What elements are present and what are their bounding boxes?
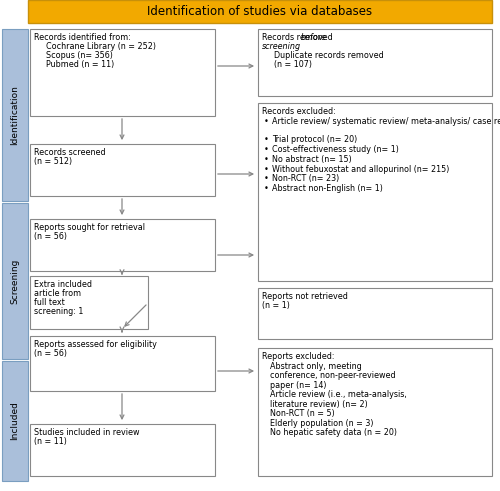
- Text: Records excluded:: Records excluded:: [262, 107, 336, 116]
- Text: Included: Included: [10, 402, 20, 440]
- Text: •: •: [264, 117, 269, 126]
- Text: paper (n= 14): paper (n= 14): [270, 381, 326, 390]
- Text: Studies included in review: Studies included in review: [34, 428, 140, 437]
- Text: before: before: [301, 33, 327, 42]
- Text: Extra included: Extra included: [34, 280, 92, 289]
- Text: Cochrane Library (n = 252): Cochrane Library (n = 252): [46, 42, 156, 51]
- Text: (n = 1): (n = 1): [262, 301, 290, 310]
- Text: Without febuxostat and allopurinol (n= 215): Without febuxostat and allopurinol (n= 2…: [272, 164, 450, 173]
- Text: Records identified from:: Records identified from:: [34, 33, 131, 42]
- Text: Article review (i.e., meta-analysis,: Article review (i.e., meta-analysis,: [270, 390, 407, 399]
- Text: Identification: Identification: [10, 85, 20, 145]
- Text: screening: screening: [262, 42, 301, 51]
- Text: Pubmed (n = 11): Pubmed (n = 11): [46, 60, 114, 69]
- Text: Trial protocol (n= 20): Trial protocol (n= 20): [272, 135, 357, 144]
- Bar: [258, 29, 492, 96]
- Text: full text: full text: [34, 298, 65, 307]
- Text: conference, non-peer-reviewed: conference, non-peer-reviewed: [270, 371, 396, 381]
- Bar: [258, 103, 492, 281]
- Bar: [2, 203, 28, 359]
- Text: Reports excluded:: Reports excluded:: [262, 352, 334, 361]
- Text: (n = 512): (n = 512): [34, 157, 72, 166]
- Text: •: •: [264, 184, 269, 193]
- Text: No hepatic safety data (n = 20): No hepatic safety data (n = 20): [270, 428, 397, 437]
- Text: Reports not retrieved: Reports not retrieved: [262, 292, 348, 301]
- Bar: [2, 29, 28, 201]
- Bar: [258, 348, 492, 476]
- Text: •: •: [264, 174, 269, 184]
- Bar: [30, 29, 215, 116]
- Bar: [30, 144, 215, 196]
- Bar: [258, 288, 492, 339]
- Text: Elderly population (n = 3): Elderly population (n = 3): [270, 418, 374, 428]
- Text: Scopus (n= 356): Scopus (n= 356): [46, 51, 113, 60]
- Text: (n = 56): (n = 56): [34, 349, 67, 358]
- Text: •: •: [264, 155, 269, 164]
- Text: Reports sought for retrieval: Reports sought for retrieval: [34, 223, 145, 232]
- Text: Article review/ systematic review/ meta-analysis/ case review (n =181): Article review/ systematic review/ meta-…: [272, 117, 500, 126]
- Text: article from: article from: [34, 289, 81, 298]
- Text: Records screened: Records screened: [34, 148, 106, 157]
- Bar: [30, 424, 215, 476]
- Text: Screening: Screening: [10, 258, 20, 304]
- Text: Cost-effectiveness study (n= 1): Cost-effectiveness study (n= 1): [272, 145, 399, 154]
- Bar: [2, 361, 28, 481]
- Text: (n = 107): (n = 107): [274, 60, 312, 69]
- Text: Abstract only, meeting: Abstract only, meeting: [270, 362, 362, 371]
- Text: Duplicate records removed: Duplicate records removed: [274, 51, 384, 60]
- Text: Non-RCT (n = 5): Non-RCT (n = 5): [270, 409, 335, 418]
- Text: Non-RCT (n= 23): Non-RCT (n= 23): [272, 174, 339, 184]
- Text: (n = 56): (n = 56): [34, 232, 67, 241]
- Text: (n = 11): (n = 11): [34, 437, 67, 446]
- Bar: [28, 0, 492, 23]
- Bar: [30, 276, 148, 329]
- Text: No abstract (n= 15): No abstract (n= 15): [272, 155, 352, 164]
- Text: Abstract non-English (n= 1): Abstract non-English (n= 1): [272, 184, 383, 193]
- Bar: [30, 336, 215, 391]
- Bar: [30, 219, 215, 271]
- Text: Identification of studies via databases: Identification of studies via databases: [148, 5, 372, 18]
- Text: screening: 1: screening: 1: [34, 307, 84, 316]
- Text: :: :: [295, 42, 298, 51]
- Text: Records removed: Records removed: [262, 33, 335, 42]
- Text: •: •: [264, 135, 269, 144]
- Text: •: •: [264, 164, 269, 173]
- Text: Reports assessed for eligibility: Reports assessed for eligibility: [34, 340, 157, 349]
- Text: literature review) (n= 2): literature review) (n= 2): [270, 400, 368, 409]
- Text: •: •: [264, 145, 269, 154]
